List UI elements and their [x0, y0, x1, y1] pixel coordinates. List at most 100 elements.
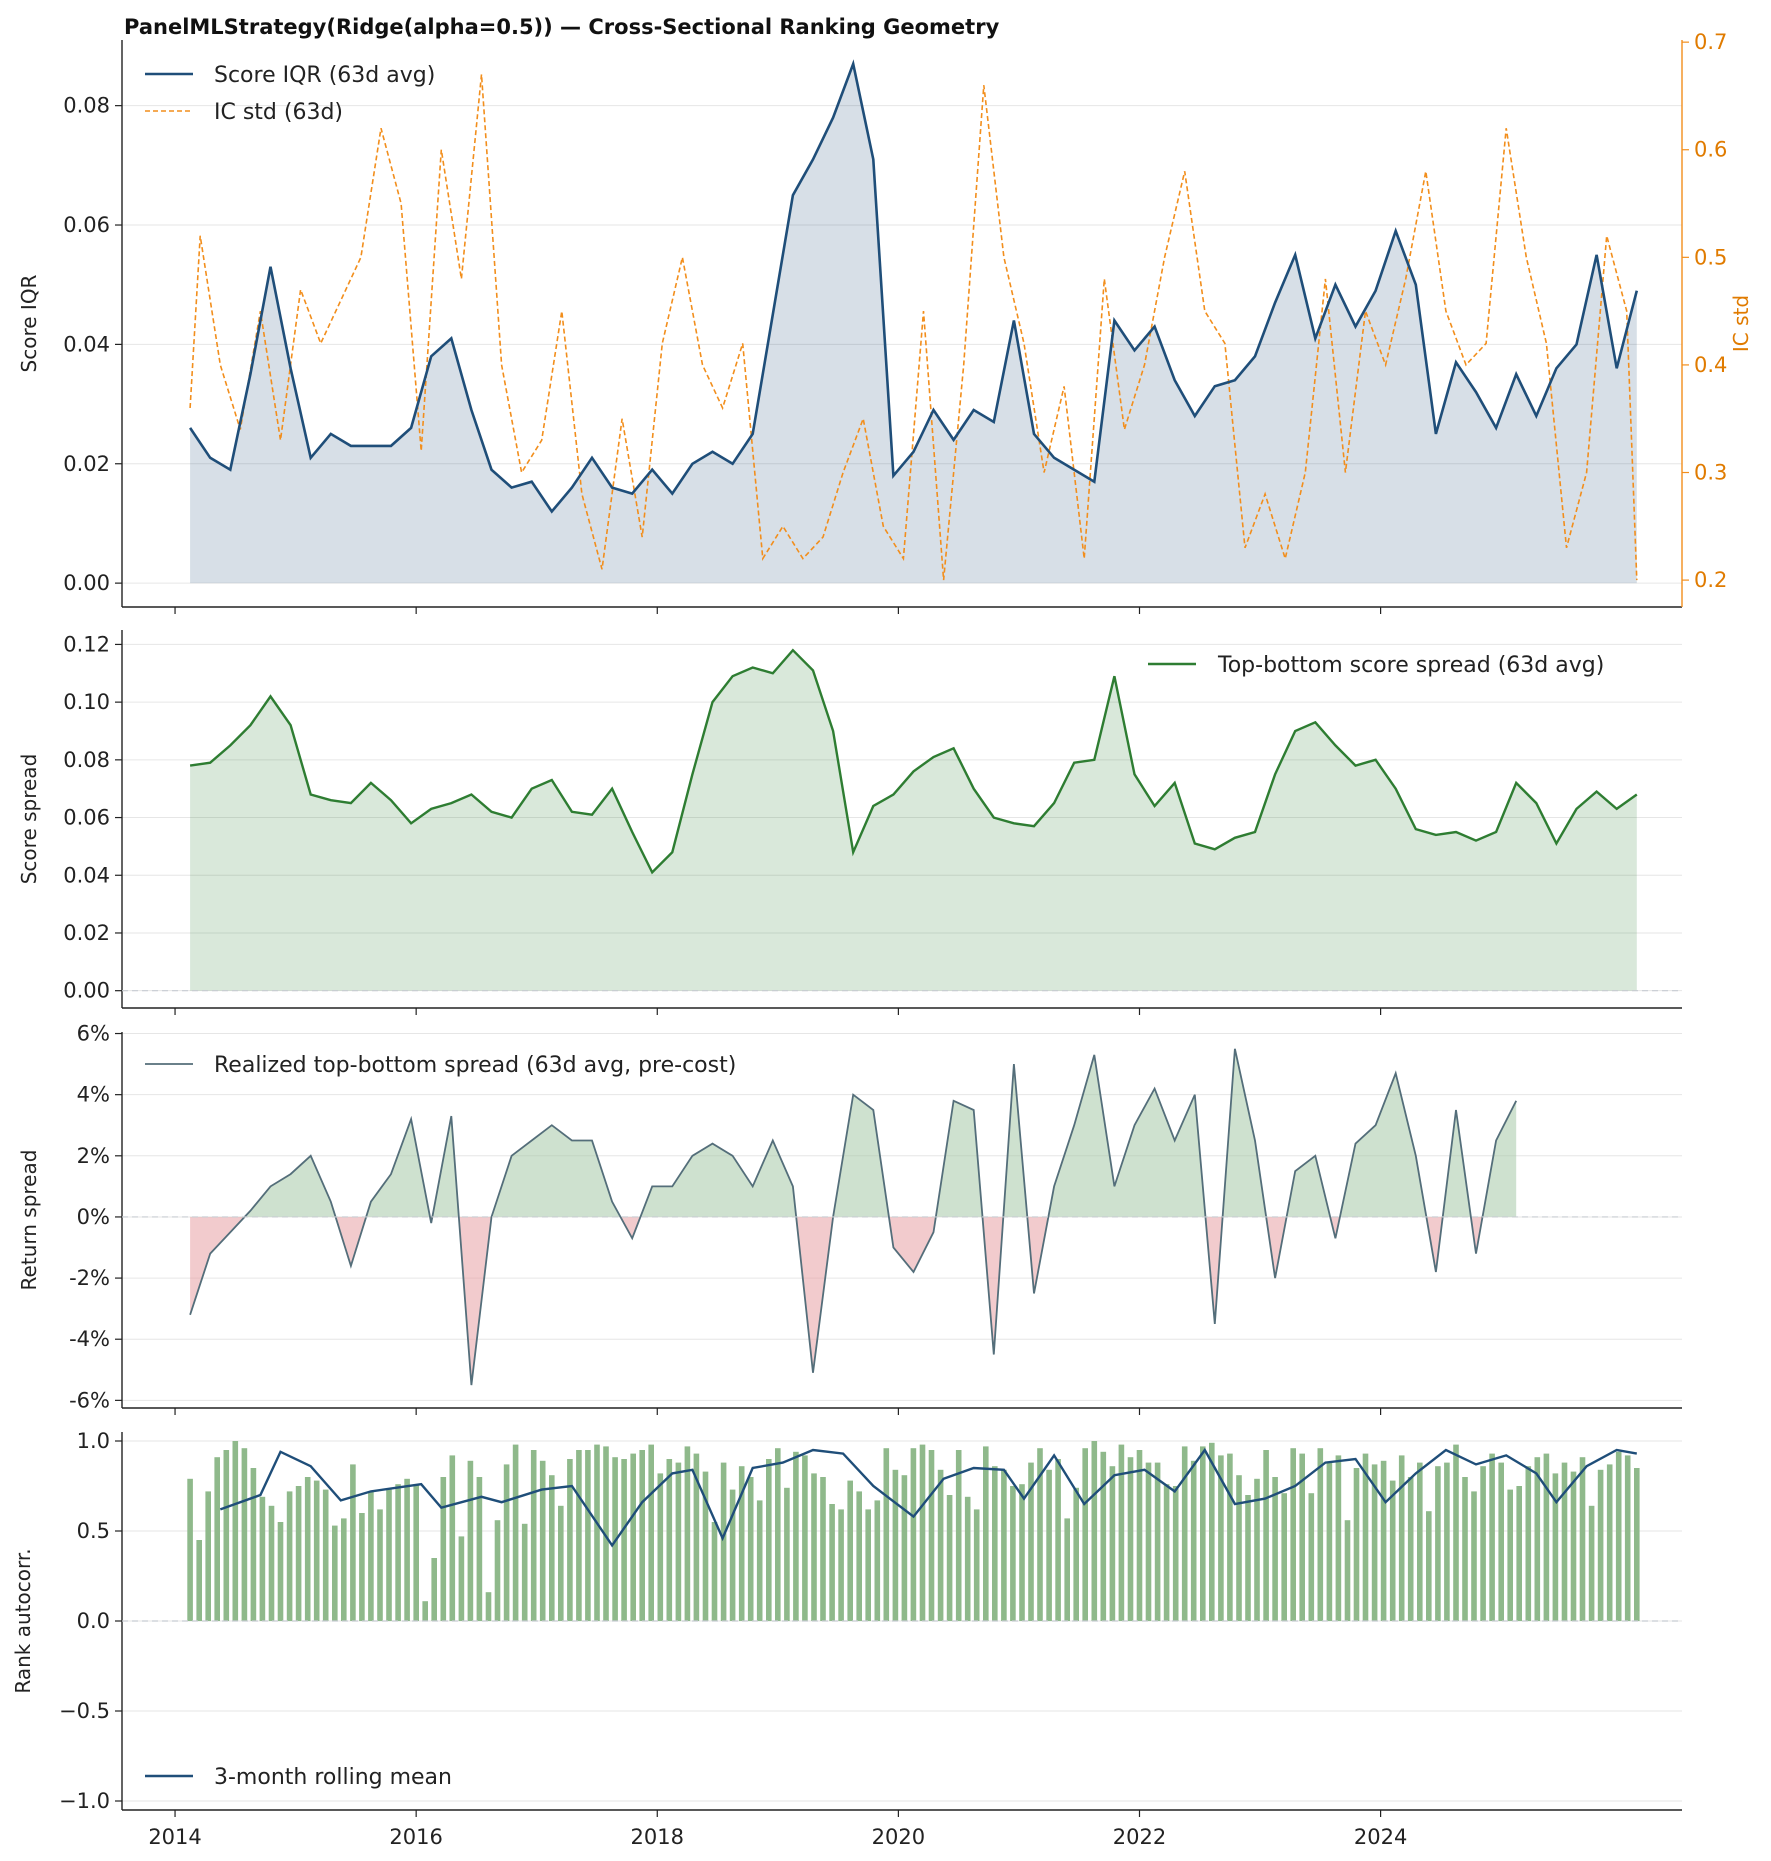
autocorr-bar: [1435, 1466, 1441, 1621]
y-tick-label: 0.06: [63, 213, 110, 237]
autocorr-bar: [1426, 1511, 1432, 1621]
autocorr-bar: [549, 1475, 555, 1621]
autocorr-bar: [295, 1486, 302, 1621]
y-tick-label: −0.5: [59, 1699, 110, 1723]
panel4-legend: 3-month rolling mean: [145, 1765, 452, 1790]
x-tick-label: 2020: [872, 1825, 925, 1849]
autocorr-bar: [1407, 1477, 1414, 1621]
autocorr-bar: [440, 1477, 447, 1621]
autocorr-bar: [802, 1455, 808, 1621]
autocorr-bar: [1019, 1484, 1025, 1621]
autocorr-bar: [1145, 1462, 1152, 1621]
autocorr-bar: [286, 1491, 293, 1621]
x-tick-label: 2018: [631, 1825, 684, 1849]
y-tick-label: 0.00: [63, 571, 110, 595]
autocorr-bar: [1615, 1451, 1622, 1621]
autocorr-bar: [512, 1444, 519, 1621]
autocorr-bar: [955, 1450, 962, 1621]
autocorr-bar: [322, 1489, 329, 1621]
panel2-legend: Top-bottom score spread (63d avg): [1148, 653, 1604, 678]
autocorr-bar: [811, 1473, 817, 1621]
autocorr-bar: [603, 1446, 609, 1621]
y-tick-label: -6%: [69, 1388, 110, 1412]
autocorr-bar: [1299, 1453, 1305, 1621]
autocorr-bar: [1001, 1469, 1007, 1621]
panel1-x-ticks: [174, 607, 1382, 614]
y-tick-label: 1.0: [77, 1429, 110, 1453]
return-spread-positive-area: [190, 1048, 1517, 1217]
autocorr-bar: [304, 1477, 311, 1621]
autocorr-bar: [847, 1480, 853, 1621]
autocorr-bar: [187, 1478, 193, 1621]
autocorr-bar: [1136, 1450, 1143, 1621]
autocorr-bar: [1218, 1455, 1224, 1621]
autocorr-bar: [738, 1466, 745, 1621]
autocorr-bar: [702, 1471, 709, 1621]
y2-tick-label: 0.4: [1694, 353, 1727, 377]
autocorr-bar: [1272, 1477, 1278, 1621]
autocorr-bar: [1245, 1495, 1251, 1621]
legend-label-score-spread: Top-bottom score spread (63d avg): [1217, 653, 1604, 678]
autocorr-bar: [1227, 1453, 1233, 1621]
autocorr-bar: [1597, 1469, 1604, 1621]
autocorr-bar: [377, 1509, 383, 1621]
autocorr-bar: [756, 1500, 763, 1621]
autocorr-bar: [558, 1505, 564, 1621]
legend-label-realized-spread: Realized top-bottom spread (63d avg, pre…: [214, 1053, 736, 1078]
autocorr-bar: [1561, 1462, 1568, 1621]
panel2-x-ticks: [174, 1008, 1382, 1015]
autocorr-bar: [467, 1460, 474, 1621]
y-tick-label: 0%: [77, 1205, 110, 1229]
autocorr-bar: [223, 1450, 230, 1621]
y-tick-label: 0.5: [77, 1519, 110, 1543]
autocorr-bar: [1190, 1460, 1197, 1621]
autocorr-bar: [1010, 1486, 1016, 1621]
x-tick-label: 2024: [1354, 1825, 1407, 1849]
autocorr-bar: [313, 1480, 320, 1621]
autocorr-bar: [1172, 1486, 1179, 1621]
autocorr-bar: [883, 1448, 890, 1621]
autocorr-bar: [350, 1464, 356, 1621]
autocorr-bar: [1552, 1473, 1559, 1621]
return-spread-line: [189, 1048, 1518, 1386]
autocorr-bar: [594, 1444, 600, 1621]
autocorr-bar: [1290, 1448, 1296, 1621]
y-tick-label: 4%: [77, 1083, 110, 1107]
x-tick-label: 2014: [148, 1825, 201, 1849]
autocorr-bar: [1624, 1455, 1631, 1621]
y2-tick-label: 0.6: [1694, 138, 1727, 162]
panel1-legend: Score IQR (63d avg) IC std (63d): [145, 63, 435, 125]
autocorr-bar: [1254, 1478, 1260, 1621]
autocorr-bar: [1362, 1453, 1369, 1621]
autocorr-bar: [1073, 1487, 1079, 1621]
autocorr-bar: [892, 1469, 899, 1621]
panel-score-iqr: 0.000.020.040.060.08 0.20.30.40.50.60.7 …: [17, 30, 1753, 614]
autocorr-bar: [241, 1448, 248, 1621]
autocorr-bar: [1317, 1448, 1324, 1621]
y-tick-label: 2%: [77, 1144, 110, 1168]
autocorr-bar: [585, 1450, 591, 1621]
autocorr-bar: [1335, 1455, 1342, 1621]
autocorr-bar: [838, 1509, 844, 1621]
rolling-mean-line: [219, 1447, 1638, 1548]
autocorr-bar: [386, 1489, 392, 1621]
autocorr-bar: [874, 1500, 881, 1621]
score-spread-area: [190, 650, 1637, 991]
autocorr-bar: [332, 1525, 338, 1621]
autocorr-bar: [1046, 1469, 1052, 1621]
legend-label-ic-std: IC std (63d): [214, 100, 343, 125]
panel-score-spread: 0.00 0.02 0.04 0.06 0.08 0.10 0.12 Score sprea…: [17, 632, 1682, 1015]
autocorr-bar: [1163, 1484, 1170, 1621]
autocorr-bar: [675, 1462, 682, 1621]
y2-tick-label: 0.7: [1694, 30, 1727, 54]
panel-rank-autocorr: −1.0−0.50.00.51.0 2014 2016 2018 2020 2022 20…: [11, 1429, 1682, 1849]
autocorr-bar: [1498, 1462, 1504, 1621]
autocorr-bar: [621, 1459, 627, 1621]
y-tick-label: −1.0: [59, 1789, 110, 1813]
autocorr-bar: [431, 1558, 437, 1621]
panel1-y2-axis-label: IC std: [1729, 295, 1753, 352]
autocorr-bar: [983, 1446, 989, 1621]
y-tick-label: 0.08: [63, 748, 110, 772]
autocorr-bar: [1109, 1466, 1116, 1621]
y-tick-label: 0.10: [63, 690, 110, 714]
